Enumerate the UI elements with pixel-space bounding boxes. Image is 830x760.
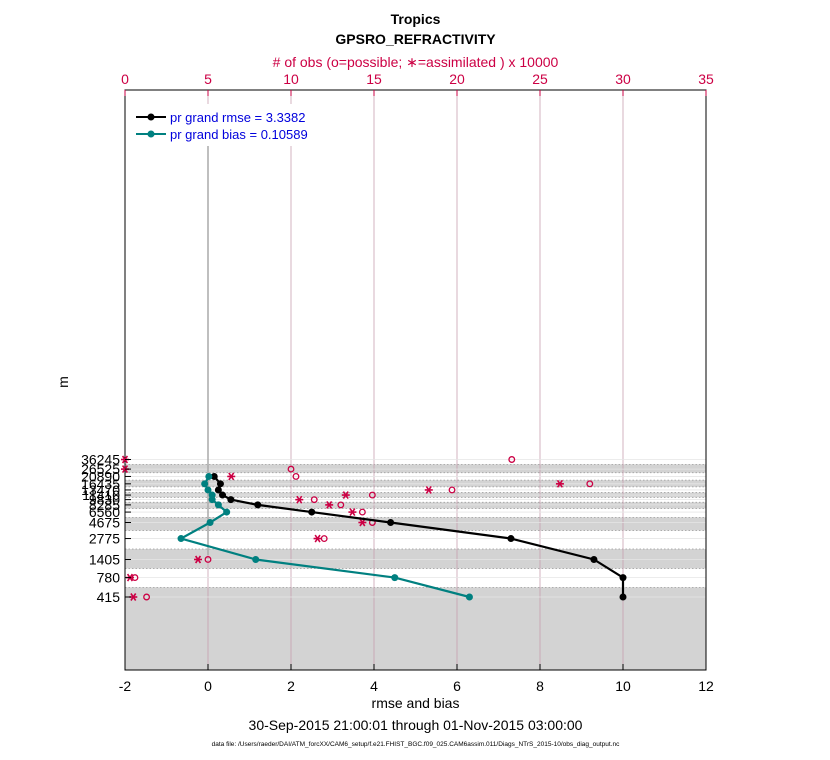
obs-possible-point — [368, 491, 376, 499]
chart-subtitle: GPSRO_REFRACTIVITY — [335, 31, 496, 47]
y-tick-label: 13470 — [81, 482, 120, 498]
y-tick-label: 4675 — [89, 515, 120, 531]
chart-marks — [121, 455, 627, 601]
rmse-point — [308, 508, 316, 516]
legend-box — [131, 104, 336, 146]
date-range: 30-Sep-2015 21:00:01 through 01-Nov-2015… — [249, 717, 583, 733]
obs-tick-label: 35 — [698, 71, 714, 87]
obs-possible-point — [586, 480, 594, 488]
y-tick-label: 2775 — [89, 531, 120, 547]
obs-possible-point — [310, 496, 318, 504]
x-tick-label: 6 — [453, 678, 461, 694]
axes: -2 0 2 4 6 8 10 12 0 5 10 15 20 25 30 35 362452652520890… — [81, 71, 714, 694]
rmse-point — [210, 472, 218, 480]
obs-possible-point — [287, 465, 295, 473]
obs-assimilated-point — [358, 518, 367, 527]
rmse-point — [387, 519, 395, 527]
legend-rmse-label: pr grand rmse = 3.3382 — [170, 110, 306, 125]
obs-tick-label: 5 — [204, 71, 212, 87]
obs-assimilated-point — [194, 555, 203, 564]
obs-possible-point — [358, 508, 366, 516]
layer-band — [125, 464, 706, 473]
y-axis-label: m — [55, 376, 71, 388]
bias-point — [177, 535, 185, 543]
legend-bias-label: pr grand bias = 0.10589 — [170, 127, 308, 142]
x-axis-label: rmse and bias — [372, 695, 460, 711]
y-tick-label: 11410 — [82, 487, 120, 503]
y-tick-label: 26525 — [81, 461, 120, 477]
layer-band — [125, 502, 706, 509]
rmse-point — [507, 535, 515, 543]
bias-point — [465, 593, 473, 601]
obs-assimilated-point — [348, 508, 357, 517]
legend-bias-marker — [147, 130, 155, 138]
bias-point — [391, 574, 399, 582]
legend: pr grand rmse = 3.3382 pr grand bias = 0… — [131, 104, 336, 146]
bias-point — [204, 486, 212, 494]
x-tick-label: 12 — [698, 678, 714, 694]
obs-possible-point — [448, 486, 456, 494]
x-tick-label: 0 — [204, 678, 212, 694]
layer-band — [125, 517, 706, 531]
rmse-point — [254, 501, 262, 509]
obs-assimilated-point — [313, 534, 322, 543]
bias-point — [205, 472, 213, 480]
obs-possible-point — [204, 556, 212, 563]
obs-possible-point — [508, 456, 516, 463]
obs-possible-point — [337, 501, 345, 509]
obs-tick-label: 0 — [121, 71, 129, 87]
bias-point — [208, 496, 216, 504]
y-tick-label: 415 — [97, 589, 121, 605]
obs-tick-label: 15 — [366, 71, 382, 87]
rmse-point — [227, 496, 235, 504]
y-tick-label: 20890 — [81, 468, 120, 484]
y-tick-label: 36245 — [81, 452, 120, 468]
obs-assimilated-point — [341, 491, 350, 500]
obs-possible-point — [292, 473, 300, 480]
bias-point — [223, 508, 231, 516]
rmse-point — [214, 486, 222, 494]
obs-assimilated-point — [555, 479, 564, 488]
obs-assimilated-point — [295, 495, 304, 504]
x-tick-label: 4 — [370, 678, 378, 694]
rmse-point — [216, 480, 224, 488]
bias-point — [201, 480, 209, 488]
y-tick-label: 1405 — [89, 551, 120, 567]
obs-tick-label: 10 — [283, 71, 299, 87]
layer-bands — [125, 464, 706, 670]
top-axis-label: # of obs (o=possible; ∗=assimilated ) x … — [273, 54, 559, 70]
y-tick-label: 780 — [97, 570, 121, 586]
grid-lines — [125, 90, 706, 670]
obs-assimilated-point — [424, 485, 433, 494]
obs-assimilated-point — [227, 472, 236, 481]
obs-possible-point — [143, 593, 151, 601]
footnote: data file: /Users/raeder/DAI/ATM_forcXX/… — [212, 741, 621, 748]
bias-point — [206, 519, 214, 527]
layer-band — [125, 587, 706, 670]
obs-tick-label: 20 — [449, 71, 465, 87]
x-tick-label: 2 — [287, 678, 295, 694]
legend-rmse-marker — [147, 113, 155, 121]
y-tick-label: 16435 — [81, 476, 120, 492]
layer-band — [125, 549, 706, 569]
rmse-point — [219, 491, 227, 499]
obs-assimilated-point — [325, 500, 334, 509]
bias-point — [252, 555, 260, 563]
plot-frame — [124, 89, 707, 671]
x-tick-label: 8 — [536, 678, 544, 694]
x-tick-label: 10 — [615, 678, 631, 694]
obs-tick-label: 30 — [615, 71, 631, 87]
y-tick-label: 9830 — [89, 492, 120, 508]
y-tick-label: 8285 — [89, 497, 120, 513]
obs-tick-label: 25 — [532, 71, 548, 87]
x-tick-label: -2 — [119, 678, 132, 694]
rmse-point — [590, 555, 598, 563]
bias-point — [214, 501, 222, 509]
y-tick-label: 6560 — [89, 504, 120, 520]
rmse-point — [619, 593, 627, 601]
chart-title: Tropics — [391, 11, 441, 27]
rmse-point — [619, 574, 627, 582]
